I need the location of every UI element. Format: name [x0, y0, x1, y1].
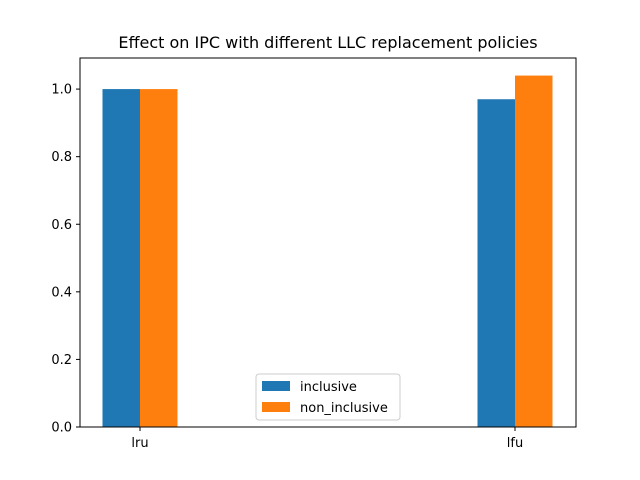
y-tick-label: 0.8: [51, 150, 72, 165]
legend-swatch-inclusive: [262, 381, 290, 391]
legend-label-inclusive: inclusive: [300, 380, 357, 395]
x-tick-label-lru: lru: [131, 436, 148, 451]
y-tick-label: 0.2: [51, 353, 72, 368]
legend-swatch-non-inclusive: [262, 402, 290, 412]
bar-inclusive-lru: [102, 89, 140, 427]
y-tick-label: 0.6: [51, 218, 72, 233]
y-tick-label: 0.4: [51, 285, 72, 300]
y-tick-label: 0.0: [51, 421, 72, 436]
x-axis: lru lfu: [131, 427, 523, 451]
x-tick-label-lfu: lfu: [507, 436, 523, 451]
bars-group: [102, 75, 553, 428]
legend-box: [255, 373, 401, 421]
y-axis: 0.0 0.2 0.4 0.6 0.8 1.0: [51, 83, 80, 436]
plot-frame: [79, 57, 577, 428]
legend-label-non-inclusive: non_inclusive: [300, 401, 388, 416]
legend: inclusive non_inclusive: [255, 373, 401, 421]
bar-inclusive-lfu: [477, 99, 515, 427]
bar-non-inclusive-lru: [140, 89, 178, 427]
bar-non-inclusive-lfu: [515, 75, 553, 428]
y-tick-label: 1.0: [51, 83, 72, 98]
chart-title: Effect on IPC with different LLC replace…: [118, 33, 537, 52]
